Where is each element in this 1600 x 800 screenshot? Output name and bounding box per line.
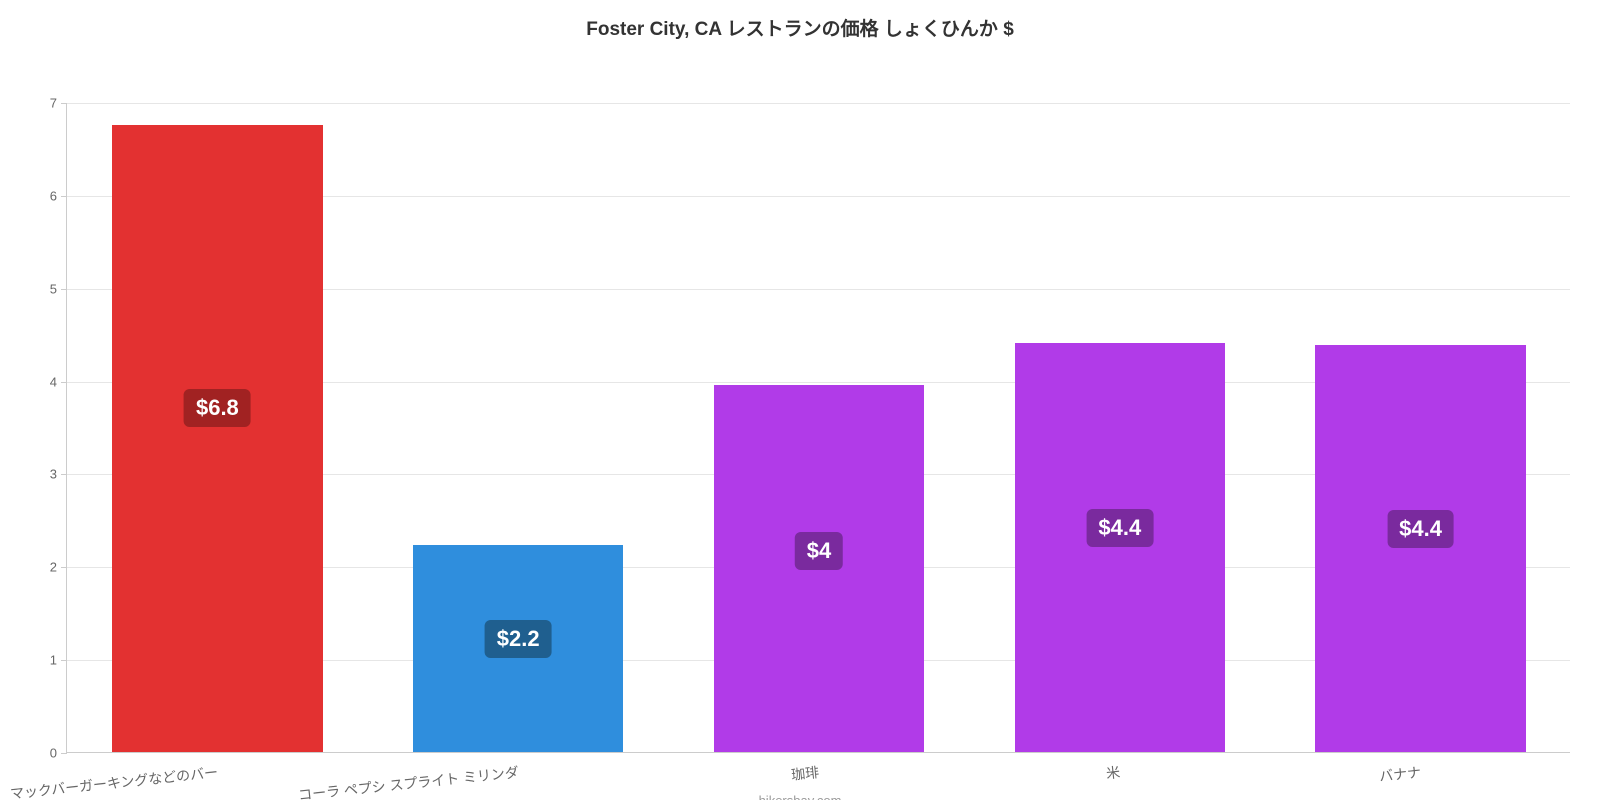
value-label: $2.2 — [485, 620, 552, 658]
ytick-label: 3 — [50, 467, 67, 482]
credit-label: hikersbay.com — [759, 793, 842, 800]
ytick-label: 7 — [50, 96, 67, 111]
xtick-label: バナナ — [1378, 762, 1422, 786]
ytick-label: 6 — [50, 188, 67, 203]
ytick-label: 0 — [50, 746, 67, 761]
bar — [1015, 343, 1226, 752]
bar — [1315, 345, 1526, 752]
value-label: $4.4 — [1387, 510, 1454, 548]
plot-area: 01234567$6.8マックバーガーキングなどのバー$2.2コーラ ペプシ ス… — [66, 103, 1570, 753]
ytick-label: 2 — [50, 560, 67, 575]
xtick-label: コーラ ペプシ スプライト ミリンダ — [297, 762, 520, 800]
ytick-label: 1 — [50, 653, 67, 668]
ytick-label: 4 — [50, 374, 67, 389]
value-label: $4 — [795, 532, 843, 570]
xtick-label: マックバーガーキングなどのバー — [9, 762, 219, 800]
xtick-label: 珈琲 — [790, 762, 820, 785]
bar — [112, 125, 323, 752]
gridline — [67, 103, 1570, 104]
value-label: $4.4 — [1086, 509, 1153, 547]
value-label: $6.8 — [184, 389, 251, 427]
xtick-label: 米 — [1105, 762, 1121, 783]
chart-title: Foster City, CA レストランの価格 しょくひんか $ — [0, 0, 1600, 41]
ytick-label: 5 — [50, 281, 67, 296]
plot-wrap: 0 1 2 3 4 5 6 7 $6.8 マックバーガーキングなどのバー $2.2 コーラ ペプシ ス… — [0, 41, 1600, 800]
